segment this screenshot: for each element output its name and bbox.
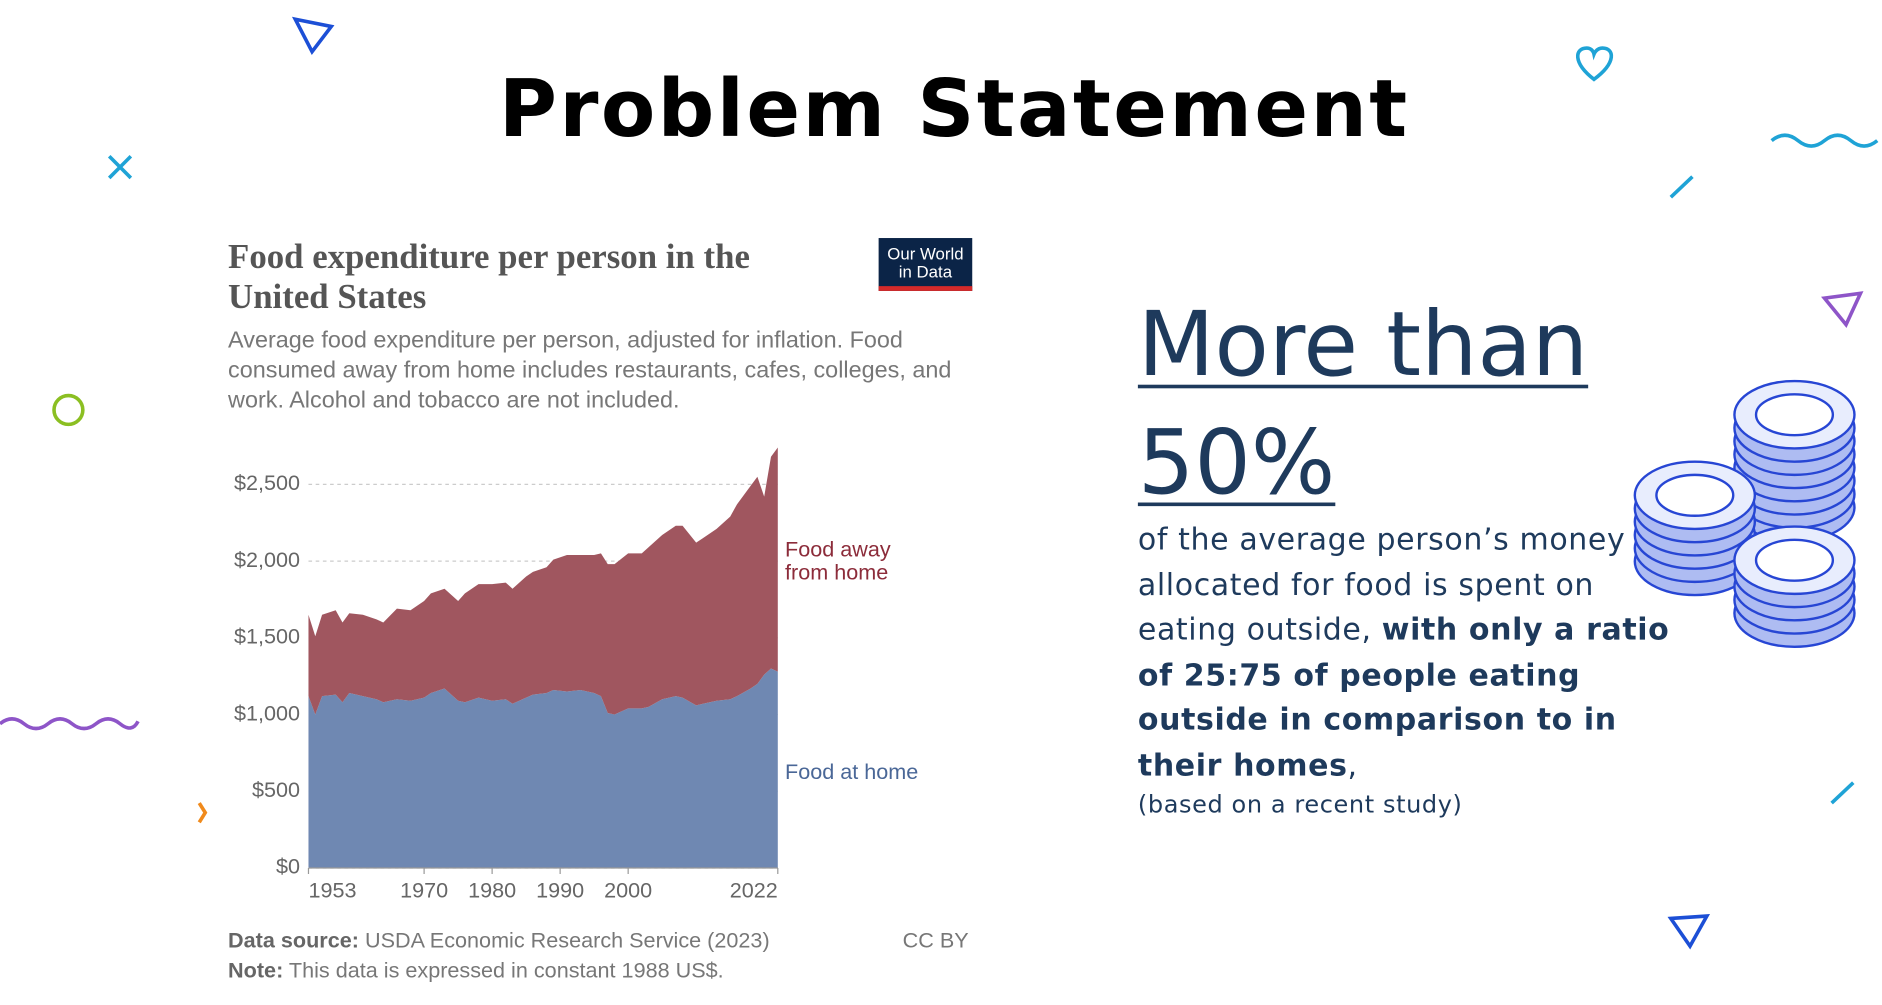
coin-face bbox=[1754, 393, 1835, 437]
chart-subtitle: Average food expenditure per person, adj… bbox=[228, 326, 952, 414]
y-tick-label: $2,500 bbox=[234, 470, 300, 495]
headline: More than 50% bbox=[1137, 293, 1589, 515]
statement-bold: with only a ratio of 25:75 of people eat… bbox=[1137, 611, 1670, 783]
statement: of the average person’s money allocated … bbox=[1138, 517, 1678, 821]
coin-face bbox=[1655, 473, 1735, 517]
dash-deco bbox=[1830, 781, 1855, 805]
y-tick-label: $1,500 bbox=[234, 624, 300, 649]
y-tick-label: $2,000 bbox=[234, 547, 300, 572]
statement-text: of the average person’s money allocated … bbox=[1137, 521, 1626, 647]
x-tick-label: 2022 bbox=[730, 878, 778, 903]
triangle-deco bbox=[1667, 914, 1711, 950]
coin-face bbox=[1754, 538, 1835, 582]
x-tick-label: 1990 bbox=[536, 878, 584, 903]
x-tick-label: 2000 bbox=[604, 878, 652, 903]
area bbox=[308, 668, 778, 868]
dash-deco bbox=[1669, 175, 1694, 199]
owid-logo: Our World in Data bbox=[878, 238, 973, 291]
source: Data source: USDA Economic Research Serv… bbox=[228, 928, 770, 953]
chart-title: Food expenditure per person in the Unite… bbox=[228, 238, 750, 317]
logo-line: in Data bbox=[898, 262, 953, 282]
logo-line: Our World bbox=[887, 244, 964, 264]
wave-deco bbox=[0, 717, 140, 731]
source-label: Data source: bbox=[228, 928, 359, 953]
note: Note: This data is expressed in constant… bbox=[228, 958, 724, 983]
circle-deco bbox=[52, 393, 85, 427]
note-text: This data is expressed in constant 1988 … bbox=[288, 958, 724, 983]
y-tick-label: $1,000 bbox=[234, 700, 300, 725]
wave-deco bbox=[1770, 133, 1879, 148]
statement-note: (based on a recent study) bbox=[1137, 789, 1463, 819]
coins-icon bbox=[1633, 379, 1856, 648]
x-tick-label: 1953 bbox=[308, 878, 356, 903]
series-label: Food at home bbox=[784, 759, 919, 784]
y-tick-label: $0 bbox=[276, 854, 300, 879]
series-label: Food away from home bbox=[784, 537, 891, 585]
license: CC BY bbox=[902, 928, 969, 953]
slide-title: Problem Statement bbox=[498, 62, 1410, 156]
y-tick-label: $500 bbox=[252, 777, 300, 802]
x-tick-label: 1970 bbox=[400, 878, 448, 903]
area bbox=[308, 447, 778, 715]
x-tick-label: 1980 bbox=[468, 878, 516, 903]
note-label: Note: bbox=[228, 958, 284, 983]
statement-tail: , bbox=[1347, 747, 1358, 783]
chevron-deco bbox=[197, 802, 208, 824]
cross-deco bbox=[107, 155, 133, 180]
triangle-deco bbox=[291, 16, 335, 56]
triangle-deco bbox=[1821, 291, 1864, 328]
heart-deco bbox=[1575, 46, 1614, 82]
source-text: USDA Economic Research Service (2023) bbox=[364, 928, 770, 953]
